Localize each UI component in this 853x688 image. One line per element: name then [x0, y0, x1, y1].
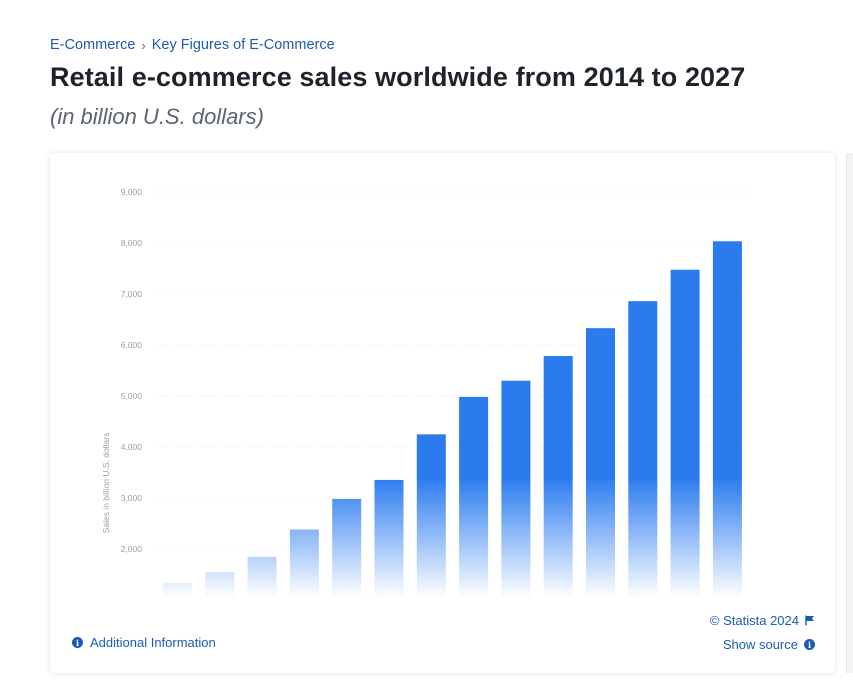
y-tick-label: 4,000 — [121, 442, 143, 452]
breadcrumb: E-Commerce › Key Figures of E-Commerce — [50, 37, 335, 53]
y-tick-label: 8,000 — [121, 238, 143, 248]
bar-2025[interactable] — [628, 301, 658, 598]
page-subtitle: (in billion U.S. dollars) — [50, 104, 264, 129]
additional-information-label: Additional Information — [90, 635, 216, 650]
adjacent-panel-edge — [846, 153, 853, 673]
show-source-label: Show source — [722, 637, 798, 652]
bar-chart: 2,000 3,000 4,000 5,000 6,000 7,000 8,000 9,000… — [101, 187, 750, 598]
bar-2018[interactable] — [332, 498, 362, 598]
additional-information-link[interactable]: i Additional Information — [72, 635, 216, 650]
bar-2024[interactable] — [586, 328, 615, 598]
breadcrumb-separator: › — [141, 37, 146, 53]
bar-2017[interactable] — [289, 529, 319, 598]
copyright-notice: © Statista 2024 — [710, 613, 815, 628]
y-tick-label: 2,000 — [121, 544, 143, 554]
info-icon: i — [804, 639, 815, 650]
bar-2021[interactable] — [459, 396, 489, 598]
breadcrumb-link-ecommerce[interactable]: E-Commerce — [50, 37, 136, 53]
chart-card: 2,000 3,000 4,000 5,000 6,000 7,000 8,000 9,000… — [50, 153, 835, 673]
y-tick-label: 3,000 — [121, 493, 143, 503]
info-icon: i — [72, 637, 83, 648]
flag-icon[interactable] — [805, 615, 815, 626]
page-title: Retail e-commerce sales worldwide from 2… — [50, 62, 746, 92]
bar-2022[interactable] — [501, 380, 531, 598]
bar-2015[interactable] — [205, 572, 235, 598]
show-source-link[interactable]: Show source i — [723, 637, 815, 652]
breadcrumb-link-key-figures[interactable]: Key Figures of E-Commerce — [151, 37, 335, 53]
bar-2023[interactable] — [543, 356, 573, 598]
bar-2014[interactable] — [163, 582, 192, 598]
bar-2027[interactable] — [712, 241, 742, 598]
y-tick-label: 6,000 — [121, 340, 143, 350]
bar-2019[interactable] — [374, 479, 404, 598]
bar-2016[interactable] — [247, 556, 277, 598]
y-tick-label: 5,000 — [121, 391, 143, 401]
y-tick-label: 9,000 — [121, 187, 143, 197]
bar-2026[interactable] — [670, 269, 700, 598]
copyright-text: © Statista 2024 — [709, 613, 799, 628]
y-axis-label: Sales in billion U.S. dollars — [101, 433, 111, 534]
y-tick-label: 7,000 — [121, 289, 143, 299]
bar-2020[interactable] — [416, 434, 446, 598]
